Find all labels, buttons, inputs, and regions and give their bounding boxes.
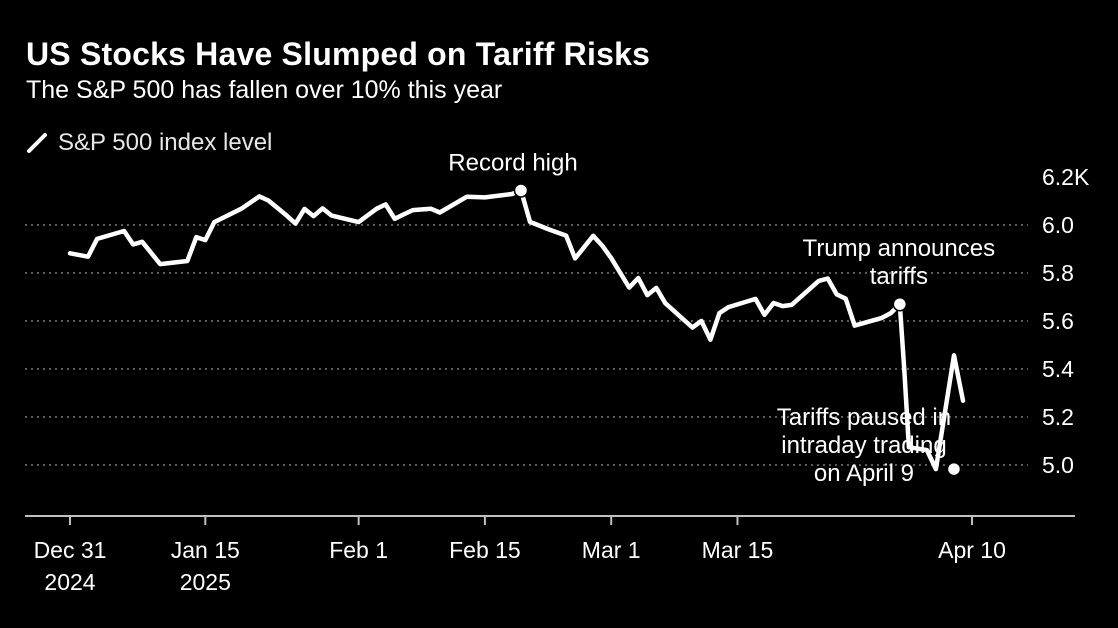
legend: S&P 500 index level xyxy=(26,128,272,158)
annotation-label: Tariffs paused in xyxy=(777,404,951,431)
x-tick-label: Feb 15 xyxy=(449,537,521,563)
y-tick-label: 6.2K xyxy=(1042,164,1090,190)
x-tick-label: Mar 15 xyxy=(702,537,774,563)
annotation-label: intraday trading xyxy=(781,432,946,459)
x-tick-label: Mar 1 xyxy=(582,537,641,563)
x-tick-label: Feb 1 xyxy=(329,537,388,563)
y-tick-label: 5.8 xyxy=(1042,260,1074,286)
x-tick-label: Jan 15 xyxy=(171,537,240,563)
x-tick-label: 2025 xyxy=(180,569,231,595)
annotation-label: tariffs xyxy=(870,263,928,290)
annotation-label: Record high xyxy=(448,149,577,176)
x-tick-label: Apr 10 xyxy=(938,537,1006,563)
y-tick-label: 5.0 xyxy=(1042,452,1074,478)
annotation-label: on April 9 xyxy=(814,460,914,487)
x-tick-label: Dec 31 xyxy=(34,537,107,563)
y-tick-label: 5.2 xyxy=(1042,404,1074,430)
line-icon xyxy=(27,133,47,153)
chart-subtitle: The S&P 500 has fallen over 10% this yea… xyxy=(26,76,503,104)
y-tick-label: 5.4 xyxy=(1042,356,1074,382)
x-tick-label: 2024 xyxy=(44,569,95,595)
legend-label: S&P 500 index level xyxy=(58,129,273,156)
annotation-marker xyxy=(513,183,529,198)
y-tick-label: 6.0 xyxy=(1042,212,1074,238)
annotation-label: Trump announces xyxy=(803,235,996,262)
y-tick-label: 5.6 xyxy=(1042,308,1074,334)
annotation-marker xyxy=(946,461,962,477)
series-line xyxy=(67,188,966,472)
annotation-marker xyxy=(892,296,908,312)
chart-title: US Stocks Have Slumped on Tariff Risks xyxy=(26,36,651,72)
